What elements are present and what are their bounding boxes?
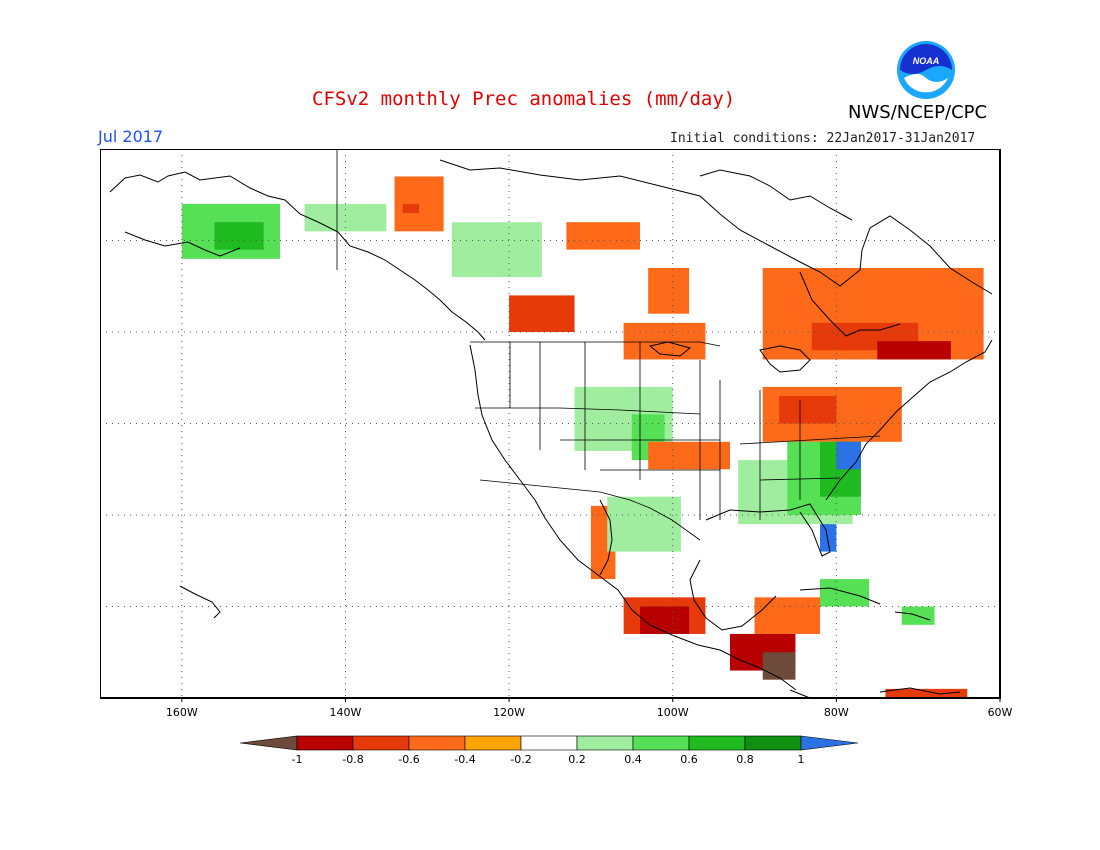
anomaly-region: [304, 203, 387, 232]
lon-label: 80W: [824, 706, 849, 719]
anomaly-region: [451, 222, 542, 278]
plot-frame: [100, 149, 1001, 699]
lon-label: 100W: [657, 706, 689, 719]
lon-label: 140W: [330, 706, 362, 719]
anomaly-region: [820, 524, 837, 552]
political-borders: [336, 149, 881, 541]
colorbar-tick-label: -0.8: [342, 753, 363, 766]
anomaly-region: [648, 441, 730, 470]
anomaly-region: [779, 396, 837, 424]
lat-lon-grid: [100, 149, 1000, 698]
longitude-labels: 160W 140W 120W 100W 80W 60W: [166, 698, 1013, 719]
colorbar-swatch: [408, 735, 466, 751]
colorbar-swatch: [239, 735, 298, 751]
anomaly-region: [885, 688, 968, 698]
anomaly-region: [623, 322, 706, 360]
agency-label: NWS/NCEP/CPC: [848, 102, 988, 123]
anomaly-region: [566, 222, 640, 250]
anomaly-region: [648, 267, 690, 314]
anomaly-region: [509, 295, 575, 332]
colorbar-swatch: [800, 735, 859, 751]
colorbar-swatch: [352, 735, 410, 751]
colorbar-swatch: [464, 735, 522, 751]
colorbar-tick-label: 1: [798, 753, 805, 766]
colorbar: -1 -0.8 -0.6 -0.4 -0.2 0.2 0.4 0.6 0.8 1: [239, 735, 859, 766]
colorbar-tick-label: 0.8: [736, 753, 754, 766]
colorbar-tick-label: -1: [292, 753, 303, 766]
colorbar-tick-label: -0.6: [398, 753, 419, 766]
anomaly-region: [214, 222, 264, 250]
colorbar-tick-label: -0.2: [510, 753, 531, 766]
anomaly-region: [754, 597, 820, 634]
forecast-month: Jul 2017: [98, 127, 164, 146]
colorbar-swatch: [576, 735, 634, 751]
lon-label: 160W: [166, 706, 198, 719]
colorbar-tick-label: 0.2: [568, 753, 586, 766]
colorbar-swatch: [296, 735, 354, 751]
lon-label: 120W: [493, 706, 525, 719]
noaa-logo: NOAA: [897, 41, 955, 99]
anomaly-field: [181, 176, 984, 698]
anomaly-region: [640, 606, 690, 634]
colorbar-swatch: [744, 735, 802, 751]
coastlines: [109, 159, 993, 698]
noaa-logo-text: NOAA: [913, 56, 940, 66]
colorbar-tick-label: 0.6: [680, 753, 698, 766]
colorbar-swatch: [632, 735, 690, 751]
anomaly-region: [877, 341, 951, 360]
anomaly-region: [820, 579, 870, 607]
colorbar-swatch: [520, 735, 578, 751]
colorbar-tick-label: 0.4: [624, 753, 642, 766]
anomaly-region: [762, 652, 796, 680]
precip-anomaly-map: 70N60N50N40N30N20N10N 160W140W120W100W80…: [100, 149, 1013, 766]
anomaly-region: [402, 203, 420, 214]
colorbar-tick-label: -0.4: [454, 753, 475, 766]
initial-conditions: Initial conditions: 22Jan2017-31Jan2017: [670, 131, 976, 146]
colorbar-swatch: [688, 735, 746, 751]
anomaly-region: [607, 496, 681, 552]
lon-label: 60W: [988, 706, 1013, 719]
anomaly-region: [836, 441, 861, 470]
